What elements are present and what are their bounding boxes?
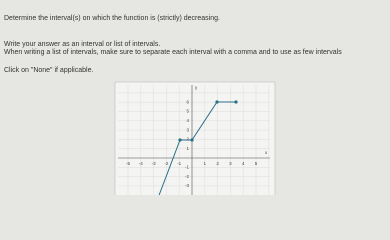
point [178,138,182,142]
x-tick-label: -3 [152,161,156,166]
instruction: Write your answer as an interval or list… [4,41,161,48]
point [190,138,194,142]
page: Determine the interval(s) on which the f… [4,15,342,195]
y-tick-label: -3 [185,183,189,188]
x-tick-label: 2 [216,161,219,166]
graph-frame [114,81,276,195]
y-tick-label: -1 [185,164,189,169]
y-tick-label: 2 [186,137,189,142]
x-tick-label: 3 [229,161,232,166]
point [234,100,238,104]
y-tick-label: 3 [186,127,189,132]
point [215,100,219,104]
y-tick-label: 6 [186,99,189,104]
x-tick-label: -5 [126,161,130,166]
x-tick-label: 1 [204,161,207,166]
y-tick-label: 1 [186,146,189,151]
y-tick-label: -2 [185,174,189,179]
y-tick-label: 4 [186,118,189,123]
x-tick-label: -2 [164,161,168,166]
y-tick-label: 5 [186,109,189,114]
instruction: Click on "None" if applicable. [4,67,94,74]
x-tick-label: 4 [242,161,245,166]
graph: x y -5 -4 -3 -2 -1 1 2 3 4 5 6 5 4 3 2 1 -1 -2 -3 [114,81,276,195]
x-tick-label: -4 [139,161,143,166]
x-tick-label: -1 [177,161,181,166]
x-axis-label: x [265,150,268,155]
x-tick-label: 5 [255,161,258,166]
instruction: When writing a list of intervals, make s… [4,49,342,56]
prompt: Determine the interval(s) on which the f… [4,15,220,22]
y-axis-label: y [195,85,198,90]
